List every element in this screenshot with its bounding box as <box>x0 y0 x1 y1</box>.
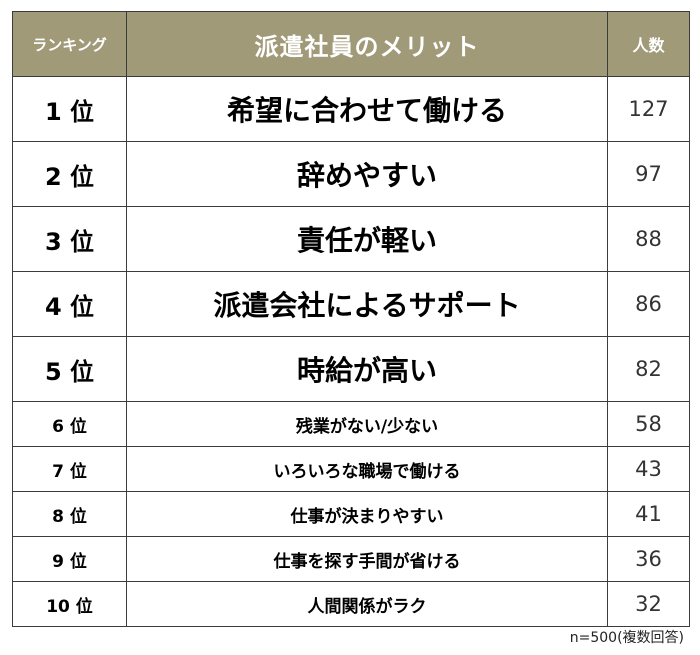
table-row: 2 位 辞めやすい 97 <box>12 141 690 207</box>
header-row: ランキング 派遣社員のメリット 人数 <box>12 11 690 77</box>
table-row: 4 位 派遣会社によるサポート 86 <box>12 271 690 337</box>
table-row: 8 位 仕事が決まりやすい 41 <box>12 491 690 537</box>
count-cell: 58 <box>607 401 690 447</box>
table-row: 6 位 残業がない/少ない 58 <box>12 401 690 447</box>
table-row: 5 位 時給が高い 82 <box>12 336 690 402</box>
header-count: 人数 <box>607 11 690 77</box>
item-cell: いろいろな職場で働ける <box>126 446 608 492</box>
count-cell: 36 <box>607 536 690 582</box>
table-row: 7 位 いろいろな職場で働ける 43 <box>12 446 690 492</box>
table-row: 9 位 仕事を探す手間が省ける 36 <box>12 536 690 582</box>
count-cell: 88 <box>607 206 690 272</box>
ranking-table: ランキング 派遣社員のメリット 人数 1 位 希望に合わせて働ける 127 2 … <box>12 11 690 627</box>
rank-cell: 1 位 <box>12 76 127 142</box>
rank-cell: 5 位 <box>12 336 127 402</box>
item-cell: 派遣会社によるサポート <box>126 271 608 337</box>
table-row: 1 位 希望に合わせて働ける 127 <box>12 76 690 142</box>
rank-cell: 3 位 <box>12 206 127 272</box>
table-row: 3 位 責任が軽い 88 <box>12 206 690 272</box>
count-cell: 41 <box>607 491 690 537</box>
item-cell: 責任が軽い <box>126 206 608 272</box>
count-cell: 127 <box>607 76 690 142</box>
header-item: 派遣社員のメリット <box>126 11 608 77</box>
item-cell: 希望に合わせて働ける <box>126 76 608 142</box>
rank-cell: 9 位 <box>12 536 127 582</box>
count-cell: 82 <box>607 336 690 402</box>
rank-cell: 2 位 <box>12 141 127 207</box>
rank-cell: 10 位 <box>12 581 127 627</box>
sample-size-note: n=500(複数回答) <box>569 630 684 646</box>
item-cell: 仕事を探す手間が省ける <box>126 536 608 582</box>
item-cell: 時給が高い <box>126 336 608 402</box>
header-rank: ランキング <box>12 11 127 77</box>
rank-cell: 7 位 <box>12 446 127 492</box>
table-body: 1 位 希望に合わせて働ける 127 2 位 辞めやすい 97 3 位 責任が軽… <box>12 76 690 627</box>
table-header: ランキング 派遣社員のメリット 人数 <box>12 11 690 77</box>
rank-cell: 6 位 <box>12 401 127 447</box>
item-cell: 辞めやすい <box>126 141 608 207</box>
count-cell: 32 <box>607 581 690 627</box>
rank-cell: 4 位 <box>12 271 127 337</box>
item-cell: 残業がない/少ない <box>126 401 608 447</box>
count-cell: 86 <box>607 271 690 337</box>
rank-cell: 8 位 <box>12 491 127 537</box>
item-cell: 人間関係がラク <box>126 581 608 627</box>
count-cell: 97 <box>607 141 690 207</box>
item-cell: 仕事が決まりやすい <box>126 491 608 537</box>
count-cell: 43 <box>607 446 690 492</box>
table-row: 10 位 人間関係がラク 32 <box>12 581 690 627</box>
